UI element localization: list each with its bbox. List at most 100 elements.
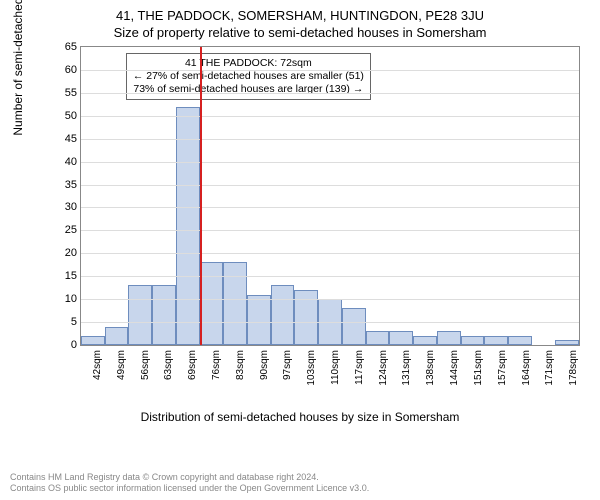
x-tick: 131sqm — [390, 346, 414, 406]
grid-line — [81, 207, 579, 208]
x-tick-label: 157sqm — [497, 350, 508, 386]
histogram-bar — [176, 107, 200, 345]
x-tick-label: 171sqm — [544, 350, 555, 386]
y-tick-label: 65 — [65, 41, 77, 53]
footer-line-1: Contains HM Land Registry data © Crown c… — [10, 472, 369, 483]
x-tick-label: 63sqm — [163, 350, 174, 380]
chart-title-sub: Size of property relative to semi-detach… — [10, 25, 590, 40]
x-tick: 164sqm — [509, 346, 533, 406]
x-tick: 83sqm — [223, 346, 247, 406]
annotation-line-3: 73% of semi-detached houses are larger (… — [133, 83, 364, 96]
y-tick-label: 50 — [65, 110, 77, 122]
y-tick-label: 10 — [65, 293, 77, 305]
x-tick-label: 56sqm — [140, 350, 151, 380]
grid-line — [81, 322, 579, 323]
y-tick-label: 5 — [71, 316, 77, 328]
chart-zone: Number of semi-detached properties 41 TH… — [54, 46, 580, 406]
footer-line-2: Contains OS public sector information li… — [10, 483, 369, 494]
y-axis-label: Number of semi-detached properties — [11, 0, 25, 136]
histogram-bar — [508, 336, 532, 345]
x-tick: 97sqm — [271, 346, 295, 406]
grid-line — [81, 299, 579, 300]
y-tick-label: 45 — [65, 133, 77, 145]
grid-line — [81, 185, 579, 186]
x-tick: 69sqm — [175, 346, 199, 406]
histogram-bar — [247, 295, 271, 345]
annotation-line-1: 41 THE PADDOCK: 72sqm — [133, 57, 364, 70]
x-tick-label: 131sqm — [401, 350, 412, 386]
x-tick: 63sqm — [151, 346, 175, 406]
x-tick-label: 42sqm — [92, 350, 103, 380]
histogram-bar — [555, 340, 579, 345]
grid-line — [81, 230, 579, 231]
x-tick-label: 69sqm — [187, 350, 198, 380]
y-tick-label: 30 — [65, 201, 77, 213]
histogram-bar — [128, 285, 152, 345]
annotation-line-2: ← 27% of semi-detached houses are smalle… — [133, 70, 364, 83]
grid-line — [81, 139, 579, 140]
histogram-bar — [413, 336, 437, 345]
y-tick-label: 35 — [65, 179, 77, 191]
x-tick-label: 110sqm — [330, 350, 341, 385]
histogram-bar — [81, 336, 105, 345]
histogram-bar — [152, 285, 176, 345]
x-tick: 90sqm — [247, 346, 271, 406]
y-tick-label: 15 — [65, 270, 77, 282]
y-tick-label: 40 — [65, 156, 77, 168]
grid-line — [81, 253, 579, 254]
x-tick-label: 117sqm — [354, 350, 365, 385]
x-tick-label: 103sqm — [306, 350, 317, 386]
x-tick-label: 138sqm — [425, 350, 436, 386]
histogram-bar — [105, 327, 129, 345]
histogram-bar — [342, 308, 366, 345]
x-tick: 171sqm — [532, 346, 556, 406]
histogram-bar — [437, 331, 461, 345]
x-tick-labels: 42sqm 49sqm 56sqm 63sqm 69sqm 76sqm 83sqm 90sqm… — [80, 346, 580, 406]
x-tick: 56sqm — [128, 346, 152, 406]
x-tick-label: 144sqm — [449, 350, 460, 386]
x-tick: 157sqm — [485, 346, 509, 406]
x-tick-label: 83sqm — [235, 350, 246, 380]
x-tick: 110sqm — [318, 346, 342, 406]
histogram-bar — [389, 331, 413, 345]
x-tick: 76sqm — [199, 346, 223, 406]
x-tick-label: 49sqm — [116, 350, 127, 380]
grid-line — [81, 162, 579, 163]
x-tick-label: 164sqm — [521, 350, 532, 386]
grid-line — [81, 276, 579, 277]
footer-attribution: Contains HM Land Registry data © Crown c… — [10, 472, 369, 495]
reference-line — [200, 47, 202, 345]
histogram-bar — [484, 336, 508, 345]
y-tick-label: 60 — [65, 64, 77, 76]
x-tick: 138sqm — [413, 346, 437, 406]
histogram-bar — [461, 336, 485, 345]
y-tick-label: 25 — [65, 224, 77, 236]
x-tick: 144sqm — [437, 346, 461, 406]
y-tick-label: 0 — [71, 339, 77, 351]
x-axis-title: Distribution of semi-detached houses by … — [10, 410, 590, 424]
histogram-bar — [200, 262, 224, 345]
x-tick: 103sqm — [294, 346, 318, 406]
x-tick: 42sqm — [80, 346, 104, 406]
histogram-bar — [223, 262, 247, 345]
grid-line — [81, 116, 579, 117]
x-tick: 178sqm — [556, 346, 580, 406]
chart-title-main: 41, THE PADDOCK, SOMERSHAM, HUNTINGDON, … — [10, 8, 590, 23]
x-tick-label: 76sqm — [211, 350, 222, 380]
x-tick: 124sqm — [366, 346, 390, 406]
x-tick: 151sqm — [461, 346, 485, 406]
plot-area: 41 THE PADDOCK: 72sqm ← 27% of semi-deta… — [80, 46, 580, 346]
x-tick-label: 178sqm — [568, 350, 579, 386]
y-tick-label: 55 — [65, 87, 77, 99]
x-tick-label: 97sqm — [282, 350, 293, 380]
y-tick-label: 20 — [65, 247, 77, 259]
histogram-bar — [271, 285, 295, 345]
histogram-bar — [366, 331, 390, 345]
grid-line — [81, 93, 579, 94]
x-tick-label: 124sqm — [378, 350, 389, 386]
x-tick: 117sqm — [342, 346, 366, 406]
x-tick-label: 90sqm — [259, 350, 270, 380]
grid-line — [81, 70, 579, 71]
x-tick: 49sqm — [104, 346, 128, 406]
x-tick-label: 151sqm — [473, 350, 484, 386]
